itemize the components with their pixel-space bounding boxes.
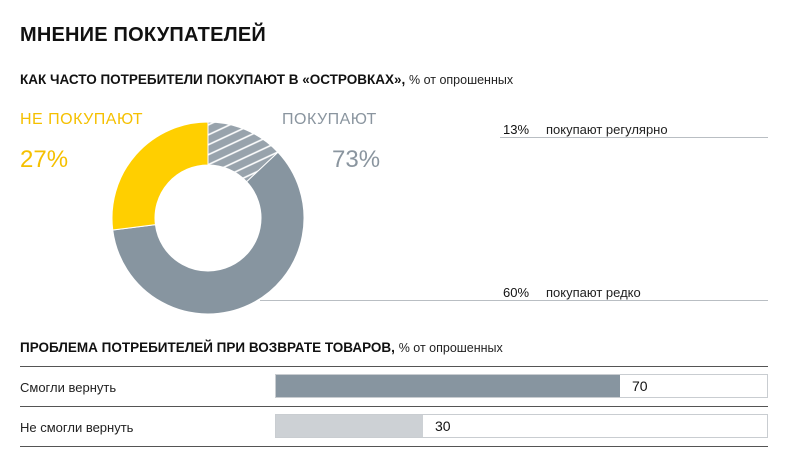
regular-percent: 13% xyxy=(503,122,530,137)
donut-chart-title: КАК ЧАСТО ПОТРЕБИТЕЛИ ПОКУПАЮТ В «ОСТРОВ… xyxy=(20,72,513,87)
bar-label-not-returned: Не смогли вернуть xyxy=(20,420,134,435)
buy-value: 73% xyxy=(332,146,381,173)
bar-chart-title: ПРОБЛЕМА ПОТРЕБИТЕЛЕЙ ПРИ ВОЗВРАТЕ ТОВАР… xyxy=(20,340,503,355)
donut-slice-rare xyxy=(112,151,305,315)
rare-leader-line xyxy=(500,300,768,301)
bar-label-returned: Смогли вернуть xyxy=(20,380,117,395)
donut-chart-title-text: КАК ЧАСТО ПОТРЕБИТЕЛИ ПОКУПАЮТ В «ОСТРОВ… xyxy=(20,72,406,87)
bar-row-divider xyxy=(20,406,768,407)
bar-chart-bottom-rule xyxy=(20,446,768,447)
bar-returned xyxy=(276,375,620,397)
bar-track-returned: 70 xyxy=(275,374,768,398)
not-buy-value: 27% xyxy=(20,146,69,173)
bar-not-returned xyxy=(276,415,423,437)
rare-label: покупают редко xyxy=(546,285,641,300)
rare-percent: 60% xyxy=(503,285,530,300)
bar-chart-title-text: ПРОБЛЕМА ПОТРЕБИТЕЛЕЙ ПРИ ВОЗВРАТЕ ТОВАР… xyxy=(20,340,395,355)
bar-chart-top-rule xyxy=(20,366,768,367)
donut-slice-not-buy xyxy=(111,121,209,231)
not-buy-label: НЕ ПОКУПАЮТ xyxy=(20,111,143,128)
bar-track-not-returned: 30 xyxy=(275,414,768,438)
buy-label: ПОКУПАЮТ xyxy=(282,111,377,128)
regular-label: покупают регулярно xyxy=(546,122,668,137)
regular-leader-line xyxy=(500,137,768,138)
bar-chart-unit: % от опрошенных xyxy=(398,341,503,355)
rare-leader-line-left xyxy=(260,300,500,301)
donut-chart-unit: % от опрошенных xyxy=(408,73,514,87)
page-title: МНЕНИЕ ПОКУПАТЕЛЕЙ xyxy=(20,24,266,46)
bar-value-not-returned: 30 xyxy=(435,418,451,434)
bar-value-returned: 70 xyxy=(632,378,648,394)
donut-chart xyxy=(111,121,305,315)
